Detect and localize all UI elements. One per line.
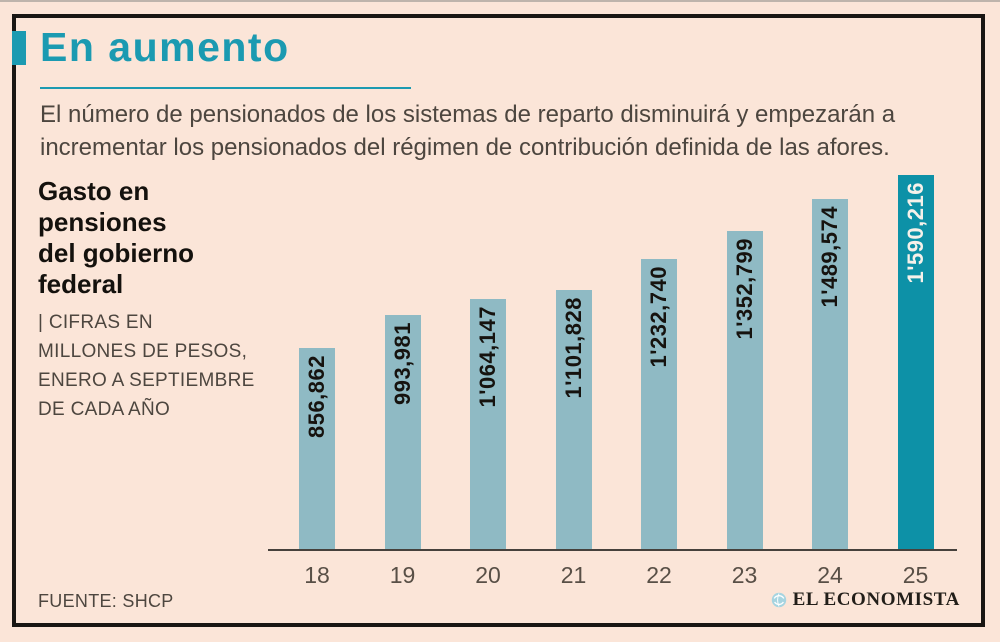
axis-tick-label: 23 [731,562,758,588]
source-credit: FUENTE: SHCP [38,591,174,611]
bar-value-label: 1'590,216 [902,182,928,284]
bar-value-label: 1'101,828 [560,296,586,399]
bar-year-24: 1'489,574 24 [812,198,848,588]
publisher-name: EL ECONOMISTA [792,589,960,610]
axis-tick-label: 22 [646,562,672,588]
publisher-logo: EL ECONOMISTA [771,589,960,611]
chart-subtitle: El número de pensionados de los sistemas… [40,101,896,161]
panel-frame [12,14,985,627]
bar-value-label: 1'489,574 [817,205,842,308]
globe-icon [771,592,786,608]
bar-year-22: 1'232,740 22 [641,259,677,588]
axis-tick-label: 25 [902,562,929,588]
bar-year-21: 1'101,828 21 [555,289,592,588]
page-title: En aumento [40,24,290,70]
title-accent-marker [12,31,26,65]
axis-tick-label: 20 [475,562,501,588]
bar-value-label: 856,862 [304,354,329,438]
chart-label-title: Gasto en pensiones del gobierno federal [38,176,194,299]
chart-label-note: | CIFRAS EN MILLONES DE PESOS, ENERO A SEP… [38,312,255,420]
title-underline [40,87,411,89]
bar-year-18: 856,862 18 [299,347,335,588]
bar-value-label: 1'064,147 [475,305,500,408]
bar-chart-plot: 856,862 18 993,981 19 1'064,147 20 1'101,828 21… [268,175,957,588]
bar-year-25: 1'590,216 25 [897,175,934,588]
axis-tick-label: 19 [389,562,416,588]
axis-tick-label: 24 [817,562,843,588]
bar-year-23: 1'352,799 23 [726,230,763,588]
bar-year-20: 1'064,147 20 [470,298,506,588]
bar-value-label: 993,981 [389,322,415,406]
bar-value-label: 1'352,799 [731,237,757,340]
bar-year-19: 993,981 19 [384,315,421,588]
axis-tick-label: 21 [560,562,587,588]
top-edge-divider [0,0,1000,2]
bar-value-label: 1'232,740 [646,266,671,368]
axis-tick-label: 18 [304,562,330,588]
